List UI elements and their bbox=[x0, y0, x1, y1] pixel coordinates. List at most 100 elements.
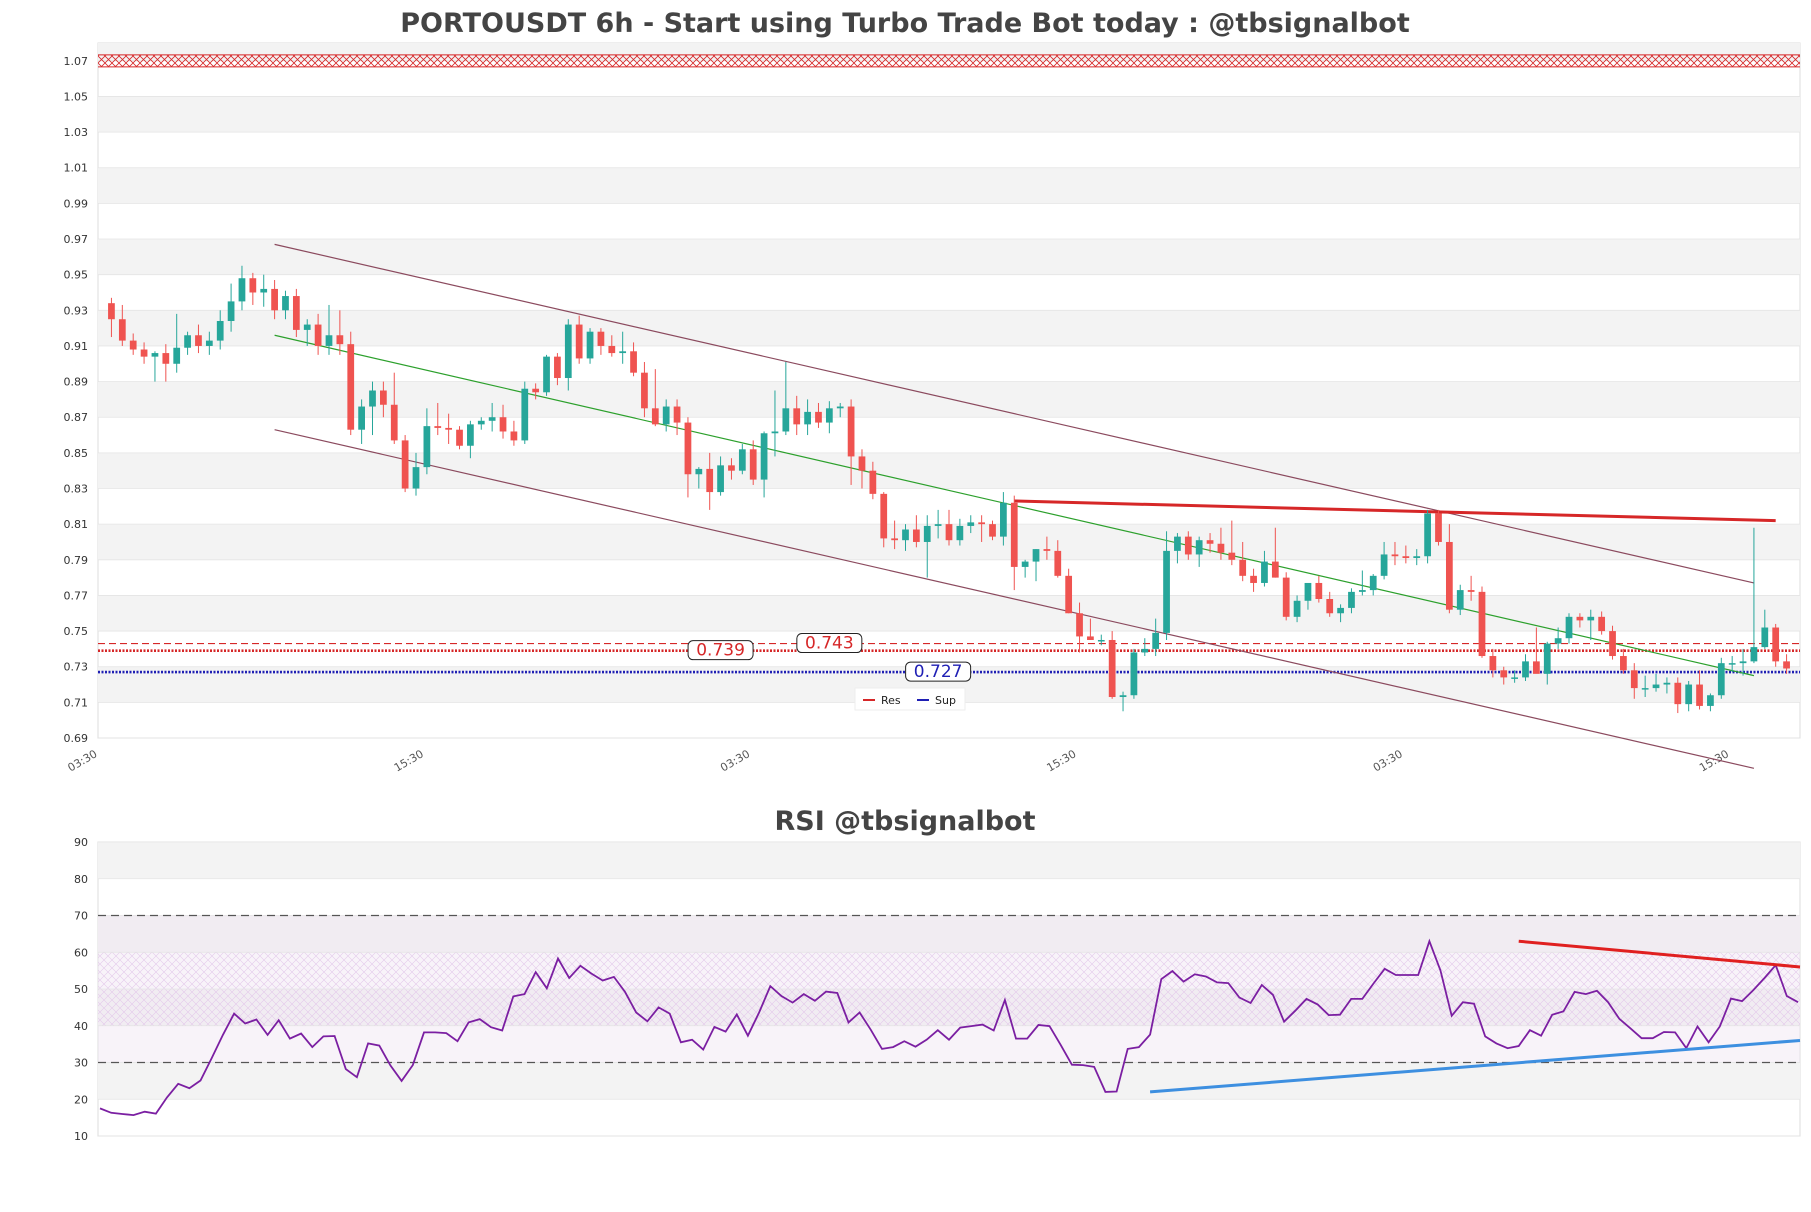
candle-body bbox=[738, 449, 746, 471]
candle-body bbox=[412, 467, 420, 489]
candle-body bbox=[760, 433, 768, 480]
candle-body bbox=[1576, 616, 1584, 621]
candle-body bbox=[543, 356, 550, 393]
candle-body bbox=[1065, 575, 1073, 614]
level-label: 0.739 bbox=[696, 641, 745, 661]
candle-body bbox=[1413, 556, 1421, 559]
candle-body bbox=[1348, 591, 1355, 608]
candle-body bbox=[695, 468, 703, 475]
candle-body bbox=[1054, 550, 1062, 576]
y-tick-label: 1.05 bbox=[64, 90, 89, 103]
candle-body bbox=[554, 356, 561, 379]
y-tick-label: 1.01 bbox=[64, 162, 89, 175]
candle-body bbox=[118, 319, 126, 341]
candle-body bbox=[1152, 632, 1160, 649]
candle-body bbox=[1174, 536, 1181, 551]
candle-body bbox=[728, 465, 735, 471]
rsi-grid-band bbox=[98, 915, 1800, 953]
candle-body bbox=[1271, 561, 1279, 578]
x-tick-label: 03:30 bbox=[1371, 747, 1405, 774]
rsi-y-tick-label: 10 bbox=[74, 1130, 88, 1143]
candle-body bbox=[162, 353, 170, 364]
rsi-grid-band bbox=[98, 1062, 1800, 1100]
candle-body bbox=[249, 278, 257, 293]
candle-body bbox=[825, 408, 833, 423]
candle-body bbox=[467, 424, 474, 446]
rsi-line bbox=[99, 938, 1799, 1117]
y-tick-label: 0.69 bbox=[64, 732, 89, 745]
candle-body bbox=[1206, 540, 1214, 544]
rsi-y-tick-label: 70 bbox=[74, 910, 88, 923]
candle-body bbox=[401, 440, 409, 489]
candle-body bbox=[923, 525, 931, 542]
candle-body bbox=[619, 351, 627, 354]
candle-body bbox=[608, 345, 616, 354]
candle-body bbox=[1043, 549, 1051, 551]
grid-band bbox=[98, 239, 1800, 275]
candle-body bbox=[140, 349, 148, 357]
candle-body bbox=[1010, 502, 1018, 567]
candle-body bbox=[1261, 561, 1268, 583]
candle-body bbox=[1772, 627, 1780, 662]
candle-body bbox=[989, 524, 996, 537]
candle-body bbox=[1707, 695, 1714, 706]
candle-body bbox=[347, 344, 355, 430]
candle-body bbox=[586, 331, 594, 359]
candle-body bbox=[1108, 639, 1116, 698]
candle-body bbox=[880, 493, 888, 539]
rsi-support-line bbox=[1149, 1038, 1801, 1094]
x-tick-label: 03:30 bbox=[66, 747, 100, 774]
level-label: 0.743 bbox=[805, 634, 854, 654]
candle-body bbox=[912, 529, 920, 542]
top-hatched-band bbox=[98, 54, 1800, 67]
candle-body bbox=[564, 324, 572, 379]
candle-body bbox=[173, 347, 181, 364]
candle-body bbox=[227, 301, 235, 321]
grid-band bbox=[98, 167, 1800, 204]
candle-body bbox=[1620, 656, 1627, 671]
legend-label: Sup bbox=[935, 694, 956, 707]
candle-body bbox=[1696, 684, 1703, 706]
rsi-grid-band bbox=[98, 842, 1800, 879]
candle-body bbox=[380, 390, 387, 405]
candle-body bbox=[108, 303, 115, 320]
y-tick-label: 0.71 bbox=[64, 696, 89, 709]
candle-body bbox=[1554, 638, 1562, 644]
y-tick-label: 0.75 bbox=[64, 625, 89, 638]
candle-body bbox=[673, 406, 681, 423]
candle-body bbox=[358, 406, 365, 430]
rsi-y-tick-label: 90 bbox=[74, 836, 88, 849]
candle-body bbox=[1358, 590, 1366, 592]
candle-body bbox=[314, 324, 322, 346]
candle-body bbox=[1424, 513, 1431, 557]
candle-body bbox=[260, 288, 268, 293]
grid-band bbox=[98, 310, 1800, 346]
candle-body bbox=[869, 470, 877, 494]
y-tick-label: 1.03 bbox=[64, 126, 89, 139]
y-tick-label: 0.95 bbox=[64, 269, 89, 282]
candle-body bbox=[717, 465, 724, 493]
candle-body bbox=[804, 411, 811, 425]
candle-body bbox=[216, 321, 224, 341]
candle-body bbox=[271, 288, 278, 311]
lower-channel-line bbox=[274, 429, 1755, 769]
candle-body bbox=[1402, 556, 1410, 559]
y-tick-label: 0.89 bbox=[64, 376, 89, 389]
candle-body bbox=[1435, 513, 1442, 542]
candle-body bbox=[129, 340, 137, 350]
candle-body bbox=[1750, 647, 1758, 662]
candle-body bbox=[151, 353, 159, 357]
candle-body bbox=[1097, 639, 1105, 642]
candle-body bbox=[1674, 682, 1682, 705]
candle-body bbox=[1184, 536, 1192, 555]
level-label-box bbox=[796, 633, 863, 654]
candle-body bbox=[1761, 627, 1769, 648]
candle-body bbox=[1239, 559, 1247, 576]
candle-body bbox=[303, 324, 311, 330]
candle-body bbox=[1076, 613, 1083, 637]
candle-body bbox=[956, 525, 964, 541]
rsi-y-tick-label: 50 bbox=[74, 983, 88, 996]
rsi-chart-title: RSI @tbsignalbot bbox=[774, 806, 1035, 837]
